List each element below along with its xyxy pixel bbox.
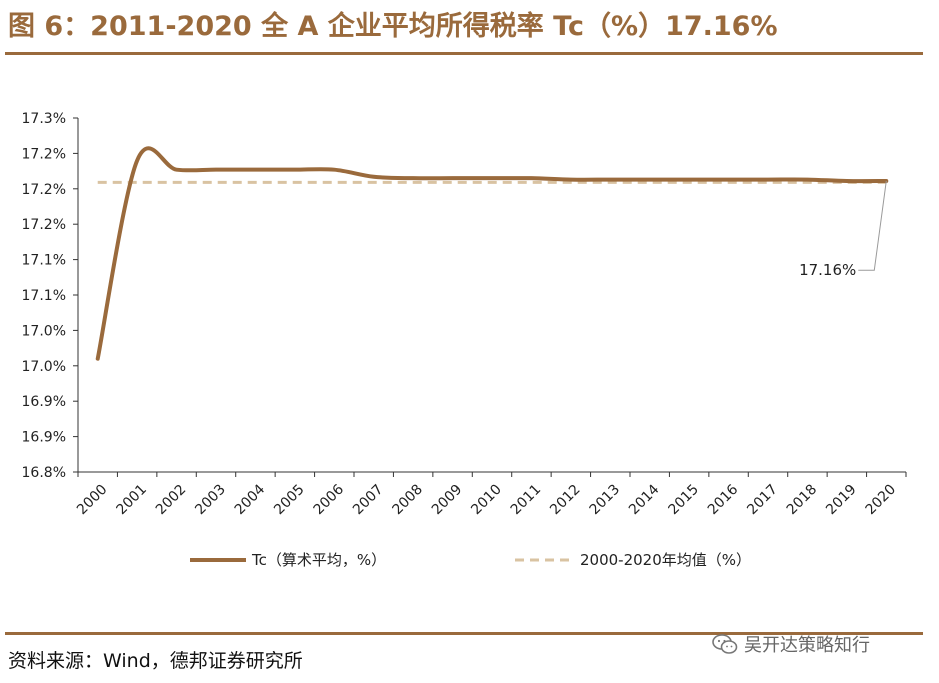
wechat-icon [712, 634, 738, 654]
watermark-text: 吴开达策略知行 [744, 635, 870, 656]
chart-legend: Tc（算术平均，%） 2000-2020年均值（%） [190, 551, 751, 569]
y-tick-label: 16.9% [22, 394, 66, 410]
y-tick-label: 17.0% [22, 359, 66, 375]
y-tick-label: 17.2% [22, 217, 66, 233]
x-tick-label: 2020 [863, 482, 900, 519]
y-axis: 16.8% 16.9% 16.9% 17.0% 17.0% 17.1% 17.1% 17.2%… [22, 111, 79, 481]
x-tick-label: 2000 [74, 482, 111, 519]
y-tick-label: 17.1% [22, 253, 66, 269]
x-axis: 2000 2001 2002 2003 2004 2005 2006 2007 2008 2009… [74, 471, 907, 519]
series-tc-line [95, 146, 889, 361]
x-tick-label: 2002 [153, 482, 190, 519]
y-tick-label: 17.3% [22, 111, 66, 127]
annotation-leader-line [858, 180, 887, 271]
x-tick-label: 2009 [429, 482, 466, 519]
y-tick-label: 17.0% [22, 323, 66, 339]
x-tick-label: 2012 [547, 482, 584, 519]
line-chart: 16.8% 16.9% 16.9% 17.0% 17.0% 17.1% 17.1% 17.2%… [22, 111, 907, 569]
footer-divider [5, 632, 923, 635]
x-tick-label: 2008 [389, 482, 426, 519]
x-tick-label: 2004 [232, 481, 269, 518]
x-tick-label: 2016 [705, 481, 742, 518]
legend-label-tc: Tc（算术平均，%） [251, 551, 386, 569]
x-tick-label: 2014 [626, 481, 663, 518]
chart-series [95, 146, 889, 361]
chart-title: 图 6：2011-2020 全 A 企业平均所得税率 Tc（%）17.16% [8, 11, 778, 42]
x-tick-label: 2003 [192, 482, 229, 519]
x-tick-label: 2019 [823, 482, 860, 519]
source-note: 资料来源：Wind，德邦证券研究所 [8, 650, 303, 672]
chart-annotation: 17.16% [799, 180, 887, 279]
x-tick-label: 2001 [113, 482, 150, 519]
legend-label-average: 2000-2020年均值（%） [580, 551, 751, 569]
x-tick-label: 2017 [744, 482, 781, 519]
watermark: 吴开达策略知行 [712, 630, 870, 658]
x-tick-label: 2007 [350, 482, 387, 519]
annotation-label: 17.16% [799, 261, 856, 279]
x-tick-label: 2005 [271, 482, 308, 519]
y-tick-label: 16.8% [22, 465, 66, 481]
y-tick-label: 17.1% [22, 288, 66, 304]
x-tick-label: 2013 [587, 482, 624, 519]
y-tick-label: 17.2% [22, 182, 66, 198]
x-tick-label: 2006 [311, 481, 348, 518]
y-tick-label: 16.9% [22, 430, 66, 446]
x-tick-label: 2011 [508, 482, 545, 519]
y-tick-label: 17.2% [22, 146, 66, 162]
x-tick-label: 2010 [468, 482, 505, 519]
title-divider [5, 52, 923, 55]
x-tick-label: 2018 [784, 482, 821, 519]
x-tick-label: 2015 [665, 482, 702, 519]
